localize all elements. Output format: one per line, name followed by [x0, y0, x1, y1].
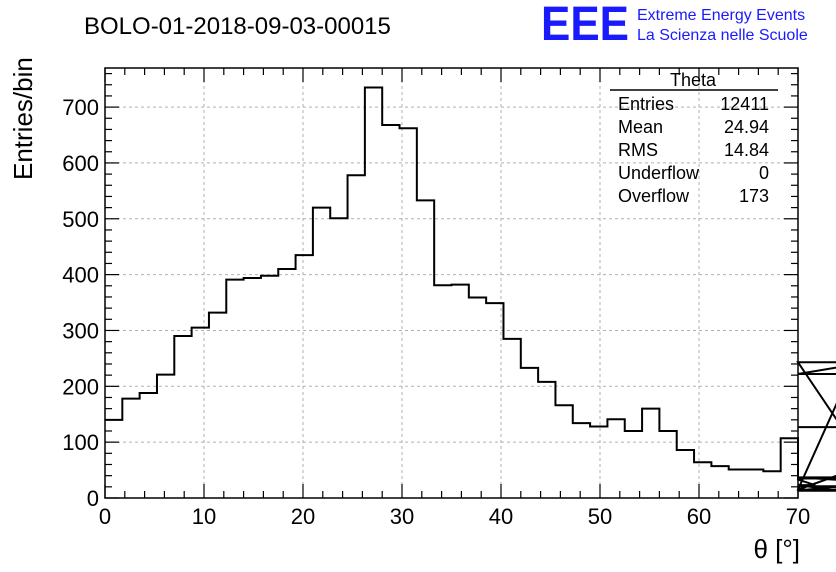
histogram-step-line: [105, 86, 836, 492]
logo-letters: EEE: [541, 0, 629, 51]
stats-value-mean: 24.94: [724, 117, 769, 137]
x-tick-label: 60: [687, 504, 711, 529]
y-tick-label: 100: [62, 430, 99, 455]
x-tick-label: 20: [291, 504, 315, 529]
stats-value-overflow: 173: [739, 186, 769, 206]
x-tick-label: 10: [192, 504, 216, 529]
y-tick-label: 600: [62, 151, 99, 176]
logo-line-2: La Scienza nelle Scuole: [637, 27, 808, 44]
x-tick-label: 30: [390, 504, 414, 529]
y-tick-label: 400: [62, 263, 99, 288]
stats-value-underflow: 0: [759, 163, 769, 183]
x-tick-label: 40: [489, 504, 513, 529]
x-tick-label: 0: [99, 504, 111, 529]
stats-label-rms: RMS: [618, 140, 658, 160]
chart-title: BOLO-01-2018-09-03-00015: [84, 13, 391, 40]
stats-label-entries: Entries: [618, 94, 674, 114]
stats-label-underflow: Underflow: [618, 163, 700, 183]
y-tick-label: 500: [62, 207, 99, 232]
x-tick-label: 70: [786, 504, 810, 529]
y-tick-label: 300: [62, 318, 99, 343]
stats-label-mean: Mean: [618, 117, 663, 137]
grid-lines: [105, 68, 798, 498]
axis-ticks: [104, 68, 799, 499]
y-tick-label: 200: [62, 374, 99, 399]
y-tick-label: 0: [87, 486, 99, 511]
y-tick-labels: 0 100 200 300 400 500 600 700: [62, 95, 99, 511]
x-axis-label: θ [°]: [753, 534, 800, 564]
y-axis-label: Entries/bin: [8, 57, 38, 180]
stats-value-rms: 14.84: [724, 140, 769, 160]
stats-label-overflow: Overflow: [618, 186, 690, 206]
plot-frame: [104, 67, 799, 499]
logo-line-1: Extreme Energy Events: [637, 7, 805, 24]
x-tick-labels: 0 10 20 30 40 50 60 70: [99, 504, 810, 529]
y-tick-label: 700: [62, 95, 99, 120]
x-tick-label: 50: [588, 504, 612, 529]
stats-name: Theta: [670, 70, 717, 90]
stats-value-entries: 12411: [720, 94, 769, 114]
stats-box: Theta Entries 12411 Mean 24.94 RMS 14.84…: [610, 70, 778, 206]
